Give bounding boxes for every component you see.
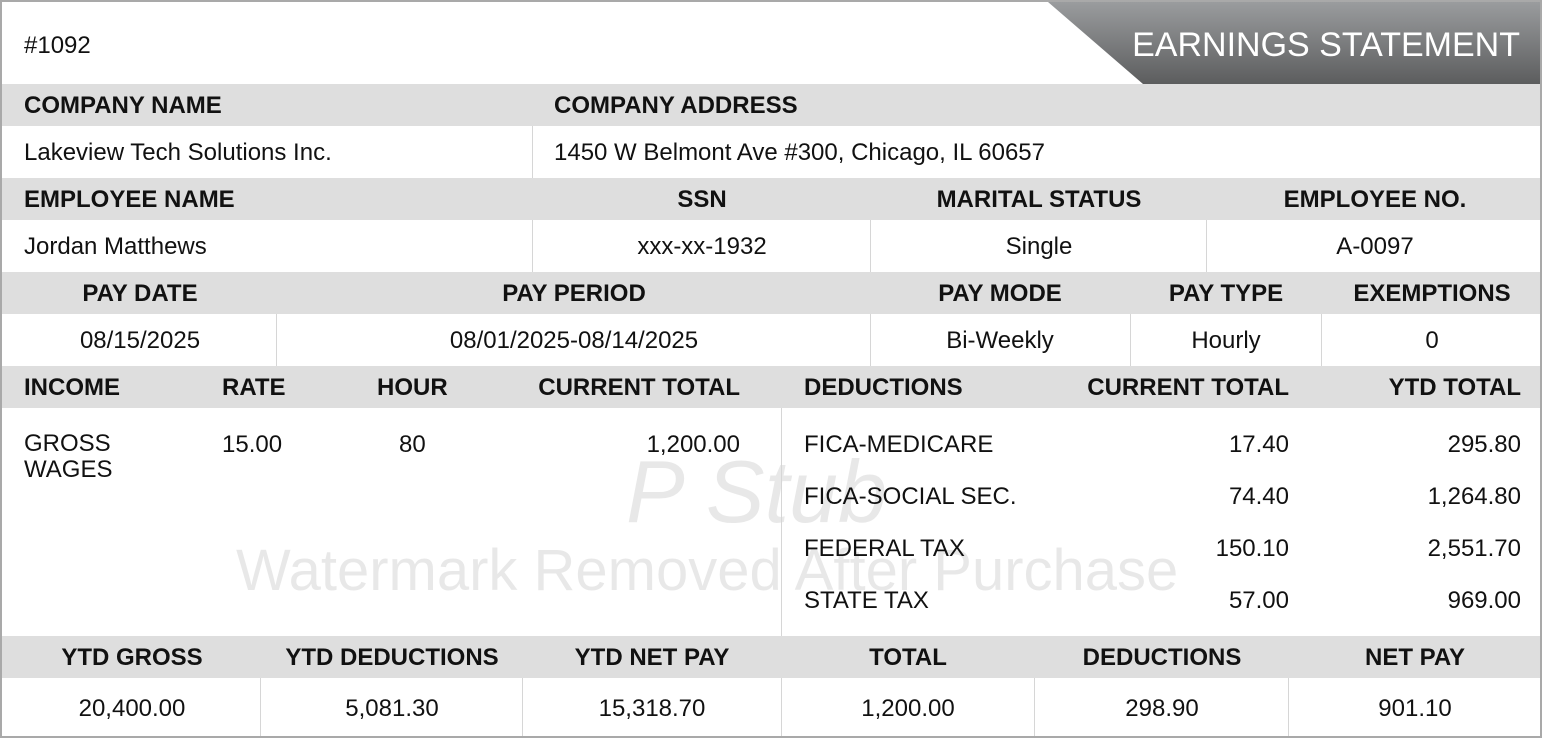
divider bbox=[1034, 678, 1035, 736]
deduction-current: 57.00 bbox=[1228, 587, 1289, 614]
deduction-ytd: 969.00 bbox=[1447, 587, 1521, 614]
title-banner: EARNINGS STATEMENT bbox=[1048, 2, 1540, 84]
pay-mode-label: PAY MODE bbox=[938, 280, 1062, 307]
ssn-label: SSN bbox=[677, 186, 727, 213]
statement-title: EARNINGS STATEMENT bbox=[1132, 26, 1520, 64]
divider bbox=[260, 678, 261, 736]
deduction-current: 74.40 bbox=[1228, 483, 1289, 510]
deductions-total-label: DEDUCTIONS bbox=[1082, 644, 1242, 671]
pay-date: 08/15/2025 bbox=[79, 327, 201, 354]
pay-type-label: PAY TYPE bbox=[1168, 280, 1284, 307]
divider bbox=[781, 408, 782, 636]
company-name: Lakeview Tech Solutions Inc. bbox=[24, 139, 332, 166]
rate-header: RATE bbox=[222, 374, 286, 401]
deduction-current: 150.10 bbox=[1215, 535, 1289, 562]
deduction-name: STATE TAX bbox=[804, 587, 929, 614]
company-name-label: COMPANY NAME bbox=[24, 92, 222, 119]
hour-header: HOUR bbox=[377, 374, 448, 401]
divider bbox=[870, 220, 871, 272]
divider bbox=[1130, 314, 1131, 366]
pay-header-band bbox=[2, 272, 1540, 314]
deduction-ytd: 2,551.70 bbox=[1427, 535, 1521, 562]
income-current: 1,200.00 bbox=[646, 431, 740, 458]
income-name-line2: WAGES bbox=[24, 456, 113, 483]
divider bbox=[1321, 314, 1322, 366]
employee-name: Jordan Matthews bbox=[24, 233, 207, 260]
net-pay-label: NET PAY bbox=[1364, 644, 1466, 671]
ytd-deductions: 5,081.30 bbox=[345, 695, 439, 722]
employee-number: A-0097 bbox=[1336, 233, 1414, 260]
summary-header-band bbox=[2, 636, 1540, 678]
employee-number-label: EMPLOYEE NO. bbox=[1283, 186, 1467, 213]
company-address: 1450 W Belmont Ave #300, Chicago, IL 606… bbox=[554, 139, 1046, 166]
divider bbox=[532, 220, 533, 272]
watermark-text: Watermark Removed After Purchase bbox=[236, 538, 1179, 603]
pay-type: Hourly bbox=[1191, 327, 1261, 354]
deduction-current: 17.40 bbox=[1228, 431, 1289, 458]
exemptions: 0 bbox=[1425, 327, 1439, 354]
ytd-gross: 20,400.00 bbox=[78, 695, 186, 722]
document-number: #1092 bbox=[24, 32, 91, 59]
pay-date-label: PAY DATE bbox=[82, 280, 198, 307]
ytd-net-pay: 15,318.70 bbox=[598, 695, 706, 722]
marital-status-label: MARITAL STATUS bbox=[936, 186, 1142, 213]
ytd-gross-label: YTD GROSS bbox=[61, 644, 203, 671]
ytd-total-header: YTD TOTAL bbox=[1388, 374, 1521, 401]
income-hour: 80 bbox=[399, 431, 426, 458]
pay-period-label: PAY PERIOD bbox=[502, 280, 646, 307]
company-header-band bbox=[2, 84, 1540, 126]
pay-period: 08/01/2025-08/14/2025 bbox=[449, 327, 699, 354]
deduction-name: FICA-MEDICARE bbox=[804, 431, 994, 458]
income-current-total-header: CURRENT TOTAL bbox=[538, 374, 740, 401]
divider bbox=[276, 314, 277, 366]
company-address-label: COMPANY ADDRESS bbox=[554, 92, 798, 119]
income-header: INCOME bbox=[24, 374, 120, 401]
deduction-name: FEDERAL TAX bbox=[804, 535, 965, 562]
ssn: xxx-xx-1932 bbox=[637, 233, 767, 260]
divider bbox=[870, 314, 871, 366]
deduction-ytd: 1,264.80 bbox=[1427, 483, 1521, 510]
deductions-header: DEDUCTIONS bbox=[804, 374, 963, 401]
deduction-ytd: 295.80 bbox=[1447, 431, 1521, 458]
ytd-net-pay-label: YTD NET PAY bbox=[574, 644, 730, 671]
deductions-current-total-header: CURRENT TOTAL bbox=[1087, 374, 1289, 401]
net-pay: 901.10 bbox=[1378, 695, 1452, 722]
employee-header-band bbox=[2, 178, 1540, 220]
employee-name-label: EMPLOYEE NAME bbox=[24, 186, 235, 213]
divider bbox=[522, 678, 523, 736]
watermark-logo: P Stub bbox=[626, 442, 887, 541]
pay-mode: Bi-Weekly bbox=[946, 327, 1054, 354]
divider bbox=[532, 126, 533, 178]
earnings-header-band bbox=[2, 366, 1540, 408]
marital-status: Single bbox=[1005, 233, 1073, 260]
total-label: TOTAL bbox=[869, 644, 947, 671]
divider bbox=[1206, 220, 1207, 272]
total: 1,200.00 bbox=[861, 695, 955, 722]
deductions-total: 298.90 bbox=[1125, 695, 1199, 722]
divider bbox=[781, 678, 782, 736]
ytd-deductions-label: YTD DEDUCTIONS bbox=[285, 644, 499, 671]
deduction-name: FICA-SOCIAL SEC. bbox=[804, 483, 1017, 510]
income-name-line1: GROSS bbox=[24, 430, 111, 457]
exemptions-label: EXEMPTIONS bbox=[1353, 280, 1511, 307]
divider bbox=[1288, 678, 1289, 736]
income-rate: 15.00 bbox=[222, 431, 283, 458]
